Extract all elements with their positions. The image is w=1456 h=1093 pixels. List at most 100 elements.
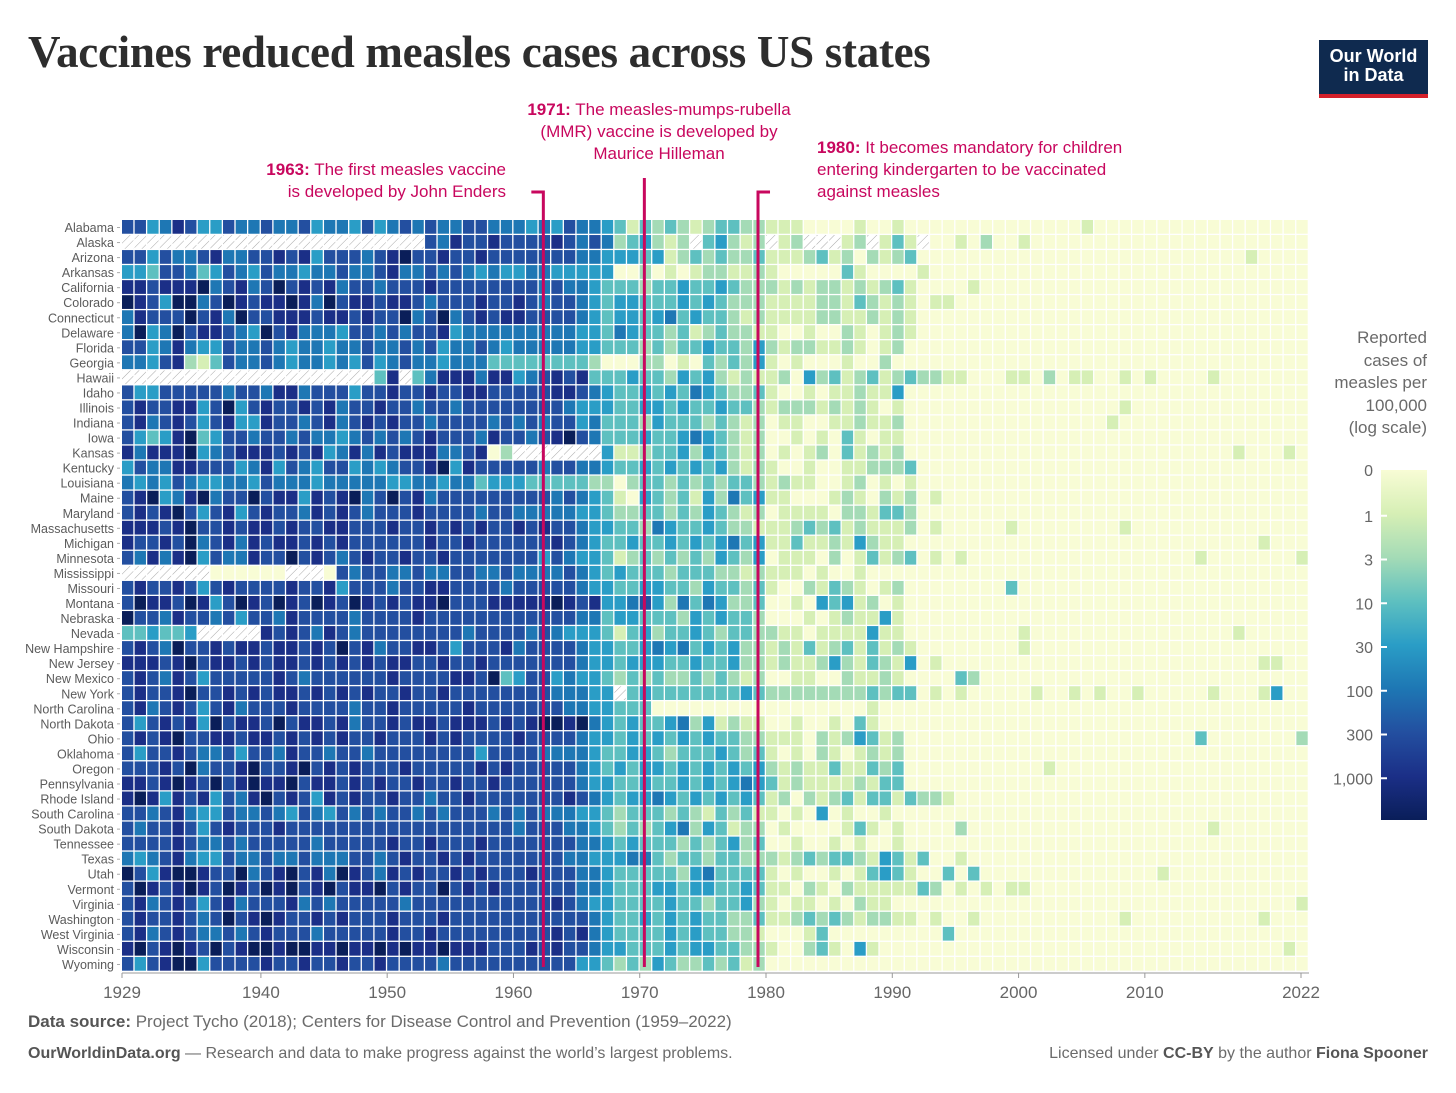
heatmap-cell: Nevada 1993: 0: [930, 626, 942, 640]
heatmap-cell: Nebraska 2020: 0: [1271, 611, 1283, 625]
heatmap-cell: Nevada 2008: 0: [1119, 626, 1131, 640]
heatmap-cell: Utah 1994: 10: [942, 866, 955, 881]
heatmap-cell: Nevada 2015: 0: [1207, 626, 1220, 640]
heatmap-cell: Wisconsin 2007: 0: [1106, 941, 1119, 956]
heatmap-cell: Louisiana 2018: 0: [1245, 475, 1258, 490]
heatmap-cell: Nebraska 2006: 0: [1094, 611, 1106, 625]
heatmap-cell: Illinois 1932: 300: [159, 400, 172, 415]
heatmap-cell: Michigan 1952: 300: [412, 535, 424, 550]
heatmap-cell: Kentucky 2004: 0: [1069, 460, 1081, 475]
heatmap-cell: New Hampshire 1991: 1: [904, 641, 917, 655]
heatmap-cell: Rhode Island 1948: 300: [361, 791, 374, 806]
heatmap-cell: Rhode Island 2017: 0: [1233, 791, 1245, 806]
heatmap-cell: South Dakota 1943: 300: [298, 821, 311, 836]
heatmap-cell: Nebraska 1967: 10: [601, 611, 614, 625]
heatmap-cell: Utah 1971: 10: [652, 866, 664, 881]
heatmap-cell: Oregon 1969: 10: [627, 761, 639, 776]
heatmap-cell: New Hampshire 1995: 0: [955, 641, 967, 655]
heatmap-cell: Maine 1935: 3000: [197, 490, 210, 505]
heatmap-cell: Vermont 1982: 0: [791, 881, 803, 896]
heatmap-cell: Utah 1999: 0: [1005, 866, 1018, 881]
heatmap-cell: Nebraska 1958: 300: [488, 611, 500, 625]
heatmap-cell: Nevada 1933: 10: [172, 626, 184, 640]
heatmap-cell: Connecticut 2010: 0: [1144, 310, 1157, 324]
heatmap-cell: North Dakota 2002: 0: [1043, 716, 1056, 731]
heatmap-cell: Oklahoma 2020: 0: [1271, 746, 1283, 761]
heatmap-cell: Tennessee 1972: 10: [664, 836, 677, 851]
heatmap-cell: New Mexico 1964: 100: [563, 671, 576, 685]
heatmap-cell: Washington 2010: 0: [1144, 911, 1157, 926]
heatmap-cell: North Dakota 1975: 30: [702, 716, 715, 731]
heatmap-cell: South Dakota 1989: 0: [879, 821, 891, 836]
heatmap-cell: Ohio 1996: 0: [968, 731, 980, 746]
heatmap-cell: Pennsylvania 1929: 1000: [122, 776, 134, 791]
heatmap-cell: Kansas 1993: 0: [930, 445, 942, 460]
heatmap-cell: Massachusetts 1981: 1: [778, 520, 790, 535]
heatmap-cell: Kentucky 1943: 100: [298, 460, 311, 475]
heatmap-cell: Kentucky 1953: 1000: [425, 460, 437, 475]
heatmap-cell: Utah 1957: 1000: [475, 866, 487, 881]
heatmap-cell: Florida 2007: 0: [1106, 340, 1119, 355]
heatmap-cell: Florida 1940: 300: [260, 340, 273, 355]
heatmap-cell: New Mexico 1959: 10: [500, 671, 513, 685]
heatmap-cell: Minnesota 1965: 30: [576, 550, 588, 565]
annotation-year: 1963:: [266, 160, 310, 179]
heatmap-cell: Delaware 2021: 0: [1283, 325, 1296, 340]
heatmap-cell: Idaho 1981: 0: [778, 385, 790, 400]
heatmap-cell: North Carolina 1997: 0: [980, 701, 993, 716]
site-link[interactable]: OurWorldinData.org: [28, 1045, 181, 1062]
heatmap-cell: Virginia 1954: 300: [437, 896, 450, 911]
heatmap-cell: New Jersey 2004: 0: [1069, 656, 1081, 670]
heatmap-cell: Hawaii 2006: 0: [1094, 370, 1106, 385]
heatmap-cell: Iowa 1929: 300: [122, 430, 134, 445]
heatmap-cell: Wisconsin 1934: 1000: [185, 941, 197, 956]
heatmap-cell: Louisiana 1983: 1: [803, 475, 816, 490]
heatmap-cell: Pennsylvania 1948: 300: [361, 776, 374, 791]
heatmap-cell: California 1929: 1000: [122, 280, 134, 294]
heatmap-cell: New York 1989: 3: [879, 686, 891, 700]
heatmap-cell: Missouri 2022: 0: [1296, 580, 1308, 595]
heatmap-cell: Minnesota 1982: 1: [791, 550, 803, 565]
heatmap-cell: Virginia 1958: 300: [488, 896, 500, 911]
heatmap-cell: Maine 1938: 300: [235, 490, 247, 505]
heatmap-cell: Massachusetts 1952: 300: [412, 520, 424, 535]
heatmap-cell: Georgia 1986: 1: [841, 355, 854, 370]
heatmap-cell: Montana 2000: 0: [1018, 596, 1030, 610]
owid-logo[interactable]: Our World in Data: [1319, 40, 1428, 98]
heatmap-cell: Montana 1994: 0: [942, 596, 955, 610]
heatmap-cell: New Hampshire 1960: 100: [513, 641, 525, 655]
heatmap-cell: Nebraska 1988: 1: [867, 611, 879, 625]
heatmap-cell: Pennsylvania 1994: 0: [942, 776, 955, 791]
heatmap-cell: Arkansas 1994: 0: [942, 265, 955, 279]
heatmap-cell: South Carolina 2010: 0: [1144, 806, 1157, 821]
heatmap-cell: Arkansas 1959: 30: [500, 265, 513, 279]
heatmap-cell: Nevada 1967: 10: [601, 626, 614, 640]
license-link[interactable]: CC-BY: [1163, 1045, 1214, 1062]
heatmap-cell: Oklahoma 2000: 0: [1018, 746, 1030, 761]
heatmap-cell: North Carolina 1966: 30: [589, 701, 601, 716]
heatmap-cell: Maine 1952: 1000: [412, 490, 424, 505]
heatmap-cell: Arizona 2014: 0: [1195, 250, 1207, 264]
heatmap-cell: West Virginia 1995: 0: [955, 926, 967, 941]
heatmap-cell: Vermont 2020: 0: [1271, 881, 1283, 896]
heatmap-cell: Texas 1969: 100: [627, 851, 639, 866]
row-label: Idaho: [83, 387, 114, 401]
heatmap-cell: Kansas 1969: 1: [627, 445, 639, 460]
heatmap-cell: North Carolina 2005: 0: [1081, 701, 1094, 716]
heatmap-cell: Hawaii 1996: 0: [968, 370, 980, 385]
heatmap-cell: Illinois 1997: 0: [980, 400, 993, 415]
heatmap-cell: Oregon 1987: 1: [854, 761, 866, 776]
heatmap-cell: Missouri 1982: 0: [791, 580, 803, 595]
heatmap-cell: Michigan 2005: 0: [1081, 535, 1094, 550]
heatmap-cell: Indiana 2010: 0: [1144, 415, 1157, 430]
heatmap-cell: Colorado 1956: 300: [462, 295, 475, 309]
heatmap-cell: California 2004: 0: [1069, 280, 1081, 294]
heatmap-cell: West Virginia 1958: 300: [488, 926, 500, 941]
heatmap-cell: New Mexico 1935: 30: [197, 671, 210, 685]
heatmap-cell: Virginia 1935: 30: [197, 896, 210, 911]
heatmap-cell: Missouri 1996: 0: [968, 580, 980, 595]
heatmap-cell: Virginia 1981: 0: [778, 896, 790, 911]
heatmap-cell: Oklahoma 1937: 300: [223, 746, 235, 761]
heatmap-cell: Texas 1955: 300: [450, 851, 462, 866]
heatmap-cell: Georgia 1948: 300: [361, 355, 374, 370]
